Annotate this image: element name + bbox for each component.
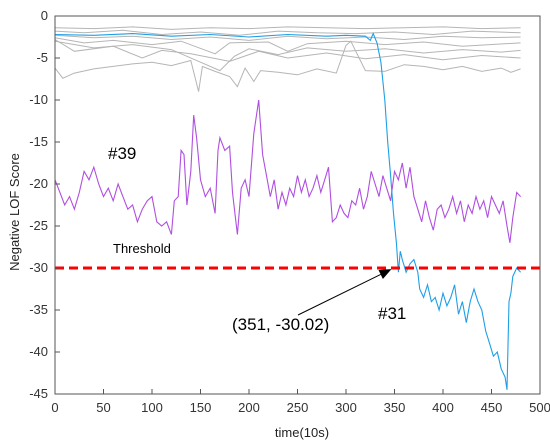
background-series-line-1 [54, 29, 521, 36]
x-tick-label: 0 [51, 400, 58, 415]
plot-frame [54, 15, 541, 395]
y-tick-label: -40 [29, 344, 48, 359]
y-tick-label: -5 [36, 50, 48, 65]
background-series-line-4 [54, 40, 521, 72]
y-tick-label: -30 [29, 260, 48, 275]
x-tick-label: 300 [335, 400, 357, 415]
y-tick-label: -45 [29, 386, 48, 401]
annotation-arrow [297, 269, 392, 316]
x-tick-label: 500 [529, 400, 550, 415]
y-tick-label: -25 [29, 218, 48, 233]
x-tick-label: 400 [432, 400, 454, 415]
x-tick-label: 450 [481, 400, 503, 415]
series-label-31: #31 [378, 304, 406, 323]
series-line-31 [54, 32, 522, 390]
x-tick-label: 100 [141, 400, 163, 415]
y-tick-label: 0 [41, 8, 48, 23]
background-series-line-0 [54, 26, 521, 30]
series-line-39 [54, 99, 522, 243]
threshold-label: Threshold [113, 241, 171, 256]
background-series-line-3 [54, 37, 521, 55]
plot-area [54, 26, 540, 390]
background-series-line-2 [54, 34, 521, 41]
x-tick-label: 200 [238, 400, 260, 415]
axes [54, 15, 541, 395]
y-axis-title: Negative LOF Score [7, 153, 22, 271]
y-axis-ticks: 0 -5 -10 -15 -20 -25 -30 -35 -40 -45 [29, 8, 60, 401]
x-axis-title: time(10s) [275, 425, 329, 440]
x-axis-ticks: 0 50 100 150 200 250 300 350 400 450 500 [51, 389, 550, 415]
y-tick-label: -20 [29, 176, 48, 191]
x-tick-label: 50 [96, 400, 110, 415]
x-tick-label: 350 [384, 400, 406, 415]
series-label-39: #39 [108, 144, 136, 163]
x-tick-label: 150 [190, 400, 212, 415]
arrow-line [297, 274, 381, 316]
y-tick-label: -15 [29, 134, 48, 149]
threshold-crossing-label: (351, -30.02) [232, 315, 329, 334]
arrow-head [378, 269, 392, 279]
background-series-line-5 [54, 39, 521, 62]
y-tick-label: -10 [29, 92, 48, 107]
background-series-line-6 [54, 40, 521, 92]
y-tick-label: -35 [29, 302, 48, 317]
x-tick-label: 250 [287, 400, 309, 415]
